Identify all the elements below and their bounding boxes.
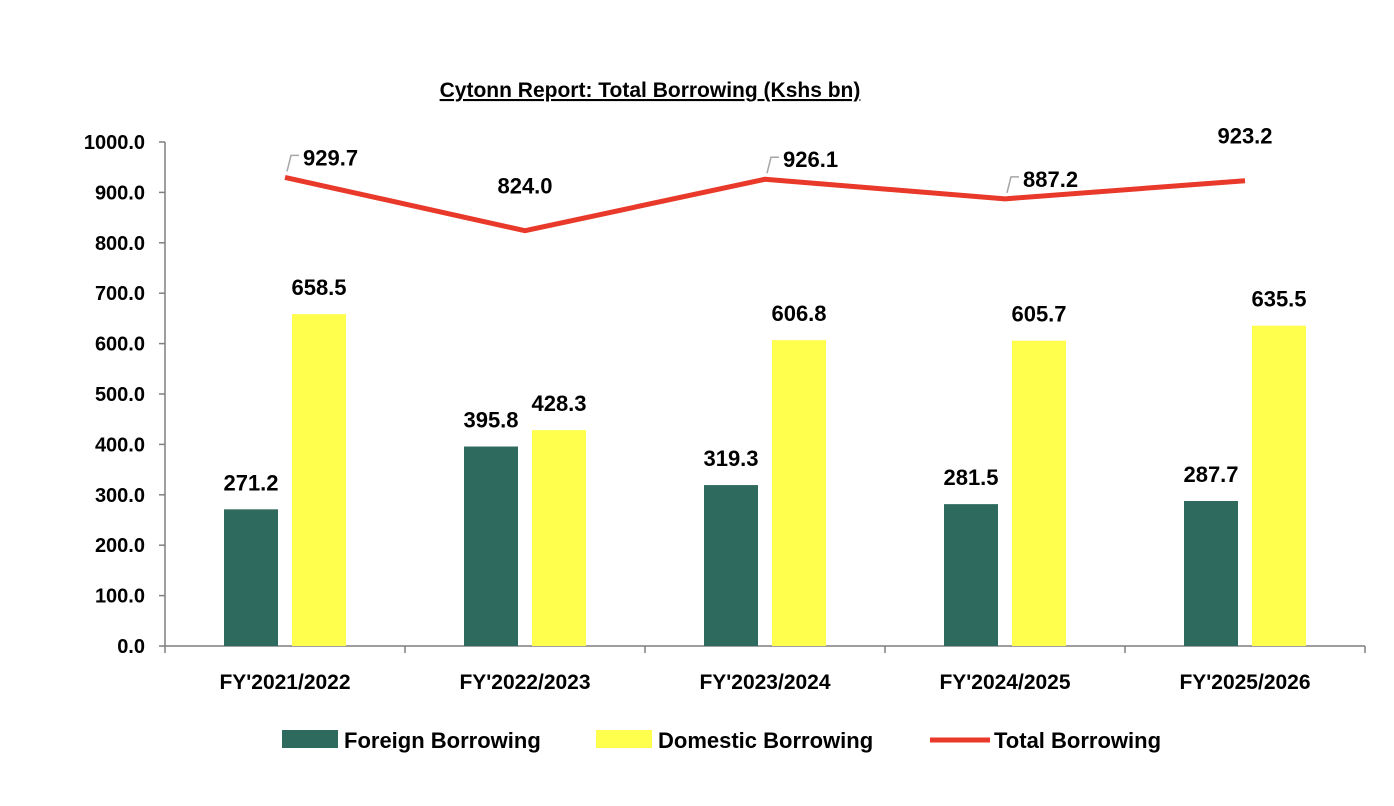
total-borrowing-label: 929.7 xyxy=(303,145,358,170)
y-tick-label: 200.0 xyxy=(95,535,145,557)
y-tick-label: 400.0 xyxy=(95,434,145,456)
y-tick-label: 100.0 xyxy=(95,586,145,608)
y-tick-label: 0.0 xyxy=(117,636,145,658)
foreign-borrowing-bar xyxy=(224,509,278,646)
foreign-borrowing-bar xyxy=(704,485,758,646)
legend-domestic-label: Domestic Borrowing xyxy=(658,728,873,753)
y-tick-label: 900.0 xyxy=(95,182,145,204)
total-borrowing-label: 824.0 xyxy=(497,174,552,199)
domestic-borrowing-label: 635.5 xyxy=(1251,287,1306,312)
foreign-borrowing-label: 287.7 xyxy=(1183,462,1238,487)
leader-line xyxy=(766,156,779,174)
bars xyxy=(224,314,1306,646)
domestic-borrowing-bar xyxy=(1252,325,1306,646)
domestic-borrowing-label: 606.8 xyxy=(771,301,826,326)
legend-domestic-swatch xyxy=(596,730,652,748)
total-borrowing-line xyxy=(284,174,1246,234)
domestic-borrowing-label: 428.3 xyxy=(531,391,586,416)
legend-foreign-label: Foreign Borrowing xyxy=(344,728,541,753)
domestic-borrowing-bar xyxy=(532,430,586,646)
x-tick-label: FY'2022/2023 xyxy=(459,671,590,694)
legend-total-label: Total Borrowing xyxy=(994,728,1161,753)
y-tick-label: 700.0 xyxy=(95,283,145,305)
foreign-borrowing-bar xyxy=(1184,500,1238,646)
foreign-borrowing-label: 271.2 xyxy=(223,470,278,495)
x-tick-label: FY'2021/2022 xyxy=(219,671,350,694)
foreign-borrowing-bar xyxy=(464,446,518,646)
data-labels: 271.2 658.5 395.8 428.3 319.3 606.8 281.5 605.7… xyxy=(223,124,1306,496)
legend: Foreign Borrowing Domestic Borrowing Total… xyxy=(282,728,1161,753)
y-tick-label: 1000.0 xyxy=(84,132,145,154)
x-tick-label: FY'2024/2025 xyxy=(939,671,1070,694)
foreign-borrowing-bar xyxy=(944,504,998,646)
legend-foreign-swatch xyxy=(282,730,338,748)
x-tick-label: FY'2025/2026 xyxy=(1179,671,1310,694)
domestic-borrowing-label: 658.5 xyxy=(291,275,346,300)
axes: 0.0 100.0 200.0 300.0 400.0 500.0 600.0 700.0 80… xyxy=(84,132,1366,694)
y-tick-label: 800.0 xyxy=(95,233,145,255)
total-borrowing-label: 887.2 xyxy=(1023,167,1078,192)
domestic-borrowing-bar xyxy=(1012,340,1066,646)
total-borrowing-label: 923.2 xyxy=(1217,124,1272,149)
total-borrowing-label: 926.1 xyxy=(783,147,838,172)
x-tick-label: FY'2023/2024 xyxy=(699,671,830,694)
domestic-borrowing-bar xyxy=(772,340,826,646)
y-tick-label: 600.0 xyxy=(95,334,145,356)
y-tick-label: 500.0 xyxy=(95,384,145,406)
chart-title: Cytonn Report: Total Borrowing (Kshs bn) xyxy=(440,79,861,102)
leader-line xyxy=(1006,176,1019,194)
y-tick-label: 300.0 xyxy=(95,485,145,507)
foreign-borrowing-label: 395.8 xyxy=(463,408,518,433)
total-borrowing-polyline xyxy=(284,174,1246,234)
domestic-borrowing-bar xyxy=(292,314,346,646)
leader-line xyxy=(286,154,299,172)
domestic-borrowing-label: 605.7 xyxy=(1011,302,1066,327)
foreign-borrowing-label: 319.3 xyxy=(703,446,758,471)
foreign-borrowing-label: 281.5 xyxy=(943,465,998,490)
